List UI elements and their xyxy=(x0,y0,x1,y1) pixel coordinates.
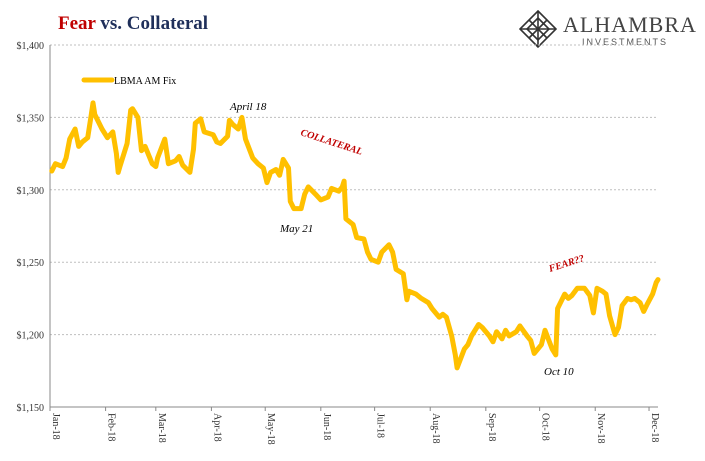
x-tick-label: Aug-18 xyxy=(430,413,441,444)
series-line-lbma-am-fix xyxy=(49,100,661,371)
annotation-oct-10: Oct 10 xyxy=(544,366,574,378)
x-tick-label: Jun-18 xyxy=(321,413,332,440)
y-tick-label: $1,400 xyxy=(17,41,45,52)
annotation-may-21: May 21 xyxy=(279,223,313,235)
diamond-lattice-icon xyxy=(519,10,557,48)
x-tick-label: May-18 xyxy=(265,413,276,445)
annotation-collateral: COLLATERAL xyxy=(299,127,364,157)
logo-brand-text: ALHAMBRA xyxy=(563,12,697,37)
title-word-fear: Fear xyxy=(58,13,96,34)
x-tick-label: Oct-18 xyxy=(540,413,551,441)
x-tick-label: Feb-18 xyxy=(106,413,117,441)
annotation-april-18: April 18 xyxy=(229,101,267,113)
alhambra-logo: ALHAMBRA INVESTMENTS xyxy=(519,10,699,50)
x-tick-label: Dec-18 xyxy=(649,413,660,442)
annotation-fear: FEAR?? xyxy=(547,253,586,275)
x-tick-label: Sep-18 xyxy=(486,413,497,441)
legend-label: LBMA AM Fix xyxy=(114,76,176,87)
y-tick-label: $1,200 xyxy=(17,331,45,342)
x-tick-label: Mar-18 xyxy=(156,413,167,443)
x-tick-label: Jan-18 xyxy=(50,413,61,440)
y-tick-label: $1,250 xyxy=(17,258,45,269)
x-tick-label: Apr-18 xyxy=(211,413,222,442)
x-tick-label: Jul-18 xyxy=(375,413,386,438)
chart-title: Fear vs. Collateral xyxy=(58,13,208,35)
title-rest: vs. Collateral xyxy=(100,13,209,34)
y-tick-label: $1,300 xyxy=(17,186,45,197)
logo-sub-text: INVESTMENTS xyxy=(582,37,669,47)
y-tick-label: $1,350 xyxy=(17,113,45,124)
y-tick-label: $1,150 xyxy=(17,403,45,414)
x-tick-label: Nov-18 xyxy=(595,413,606,444)
